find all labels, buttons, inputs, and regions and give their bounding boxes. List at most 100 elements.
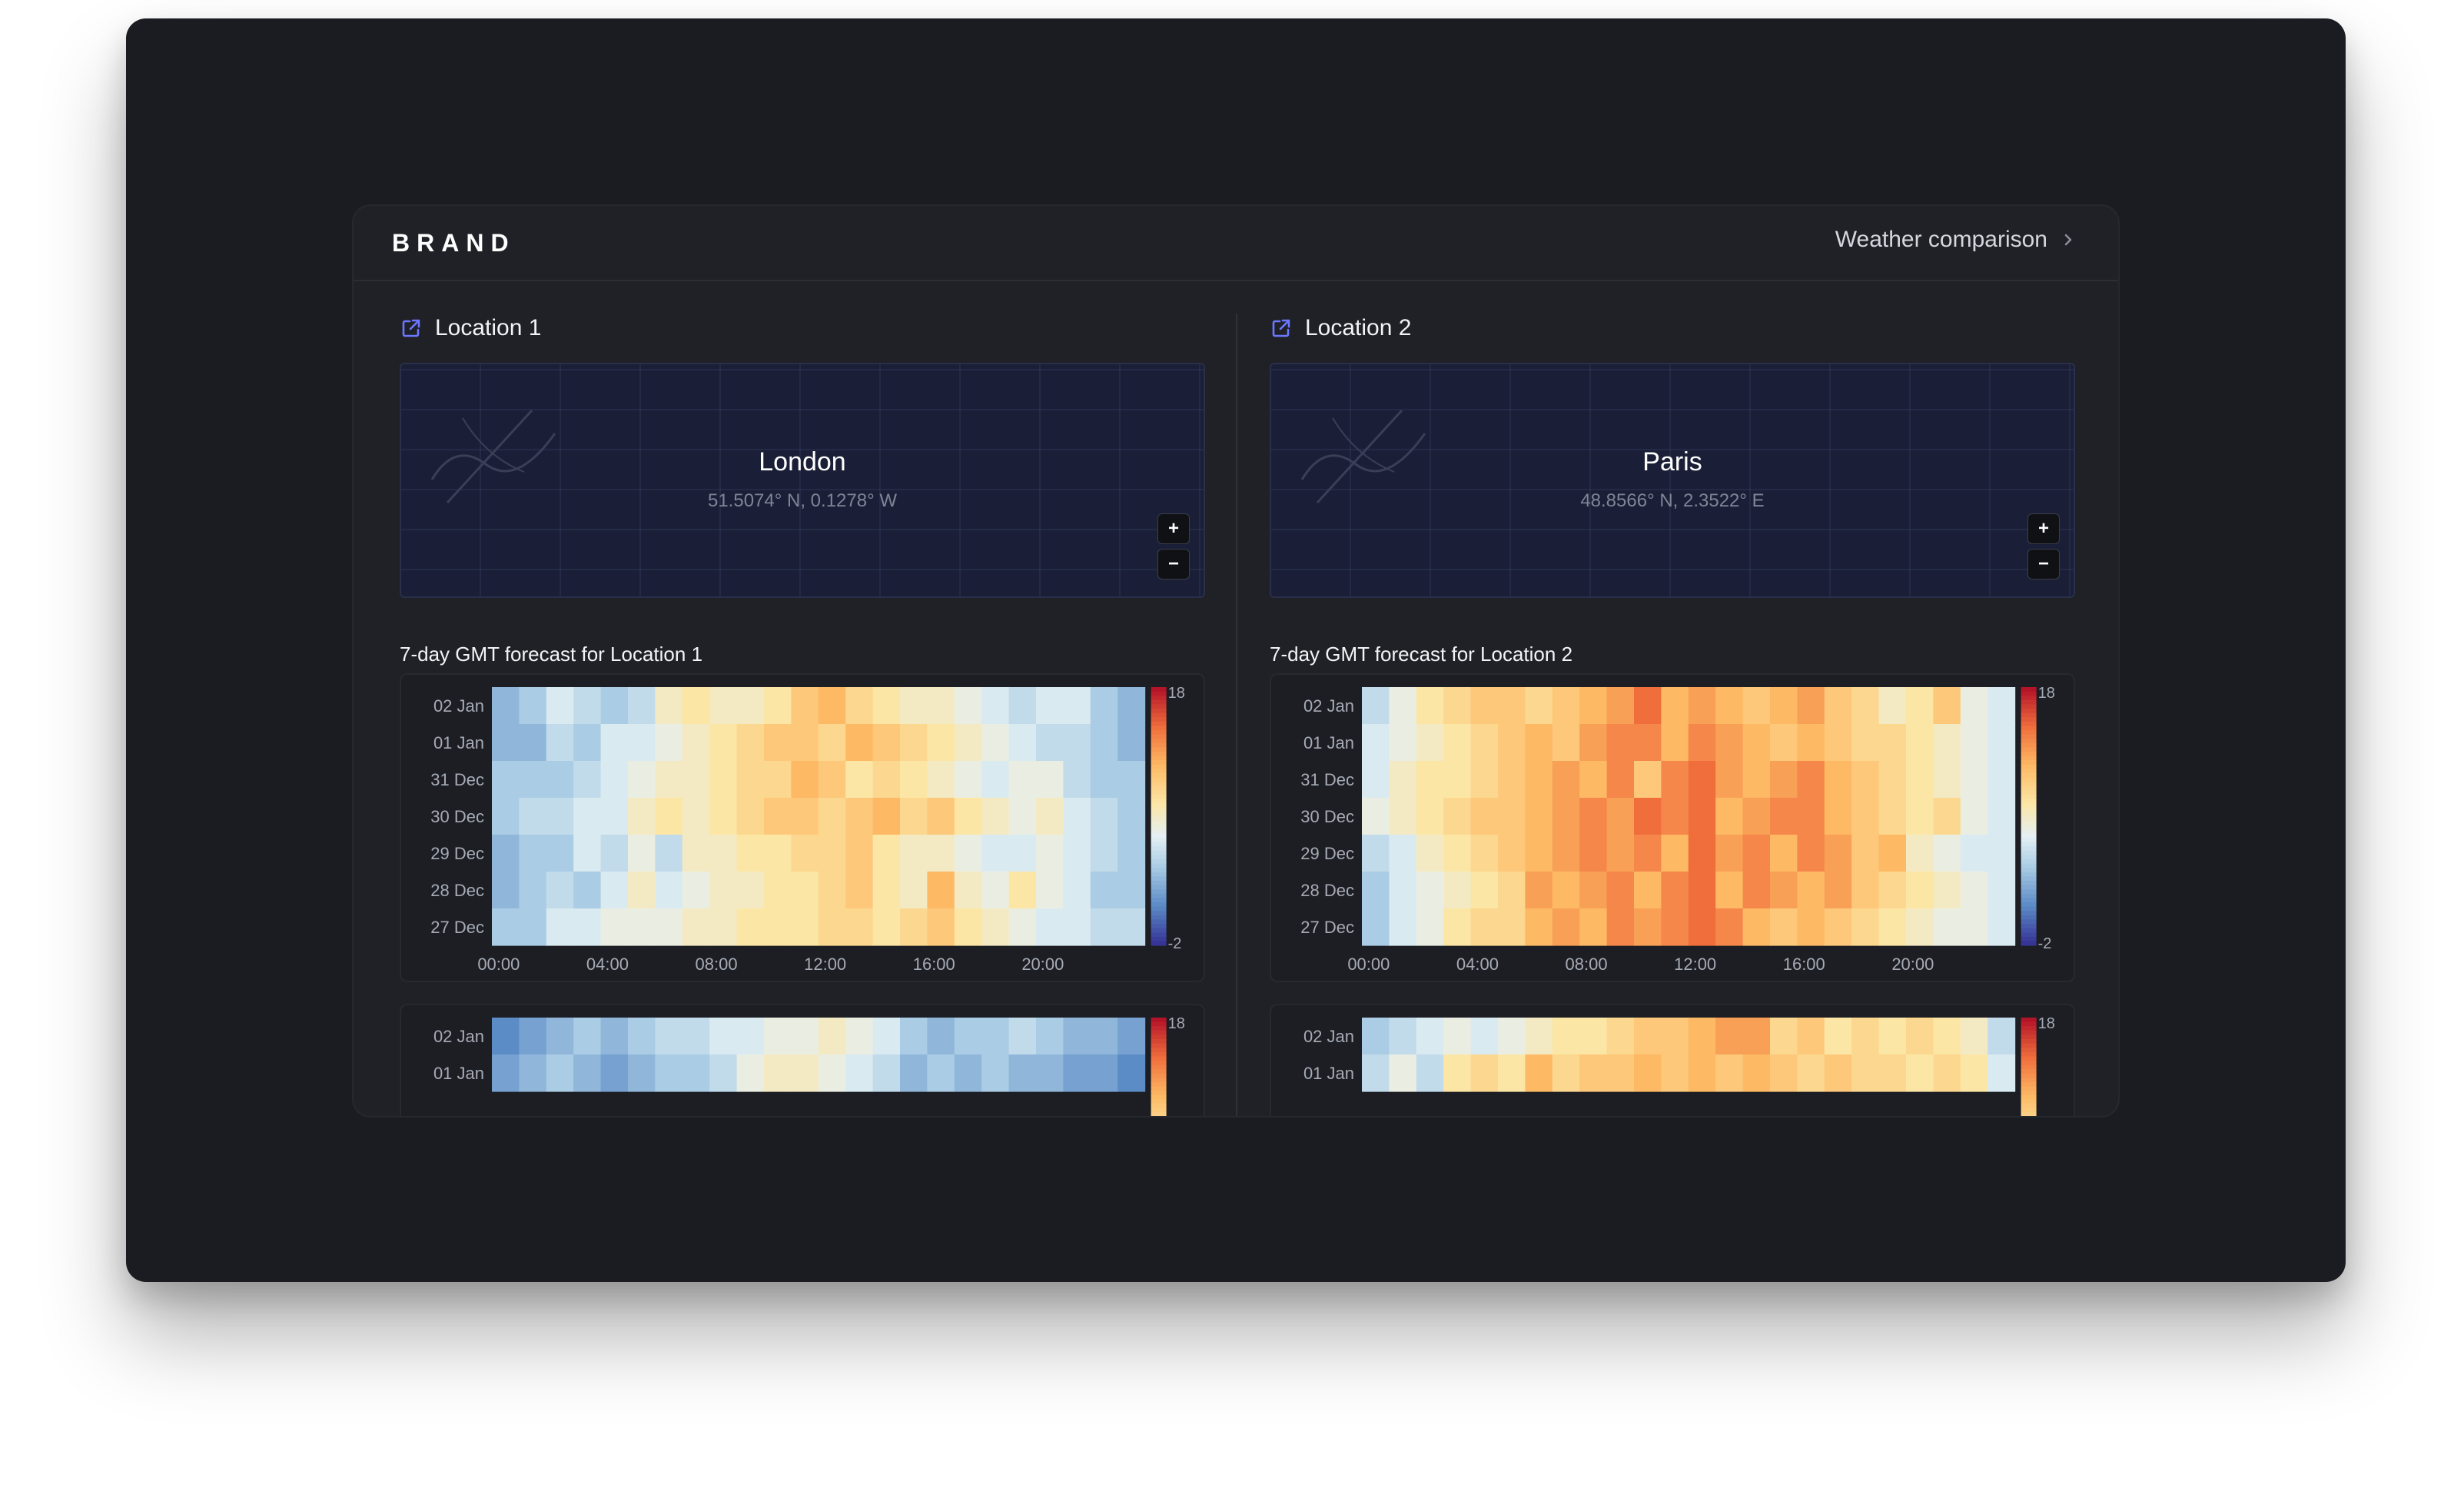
heatmap-cell (573, 908, 602, 946)
colorbar-segment (2021, 742, 2037, 748)
heatmap-cell (1824, 798, 1852, 835)
heatmap-cell (1416, 908, 1444, 946)
heatmap-cell (1742, 908, 1771, 946)
heatmap-cell (573, 724, 602, 762)
colorbar-segment (2021, 928, 2037, 933)
colorbar-segment (1151, 941, 1167, 946)
heatmap-cell (1715, 835, 1744, 872)
x-tick-label: 12:00 (1674, 955, 1716, 974)
heatmap-cell (1117, 687, 1146, 725)
colorbar-segment (2021, 773, 2037, 779)
heatmap-cell (1525, 908, 1553, 946)
colorbar-segment (1151, 1112, 1167, 1116)
heatmap-cell (1960, 1018, 1988, 1055)
heatmap-cell (682, 687, 710, 725)
heatmap-cell (1416, 687, 1444, 725)
heatmap-cell (1036, 835, 1064, 872)
colorbar-segment (2021, 730, 2037, 736)
colorbar-segment (1151, 1048, 1167, 1053)
location-2-map[interactable]: Paris 48.8566° N, 2.3522° E + − (1270, 363, 2075, 598)
colorbar-segment (1151, 859, 1167, 865)
heatmap-cell (1606, 1018, 1635, 1055)
heatmap-cell (1117, 1018, 1146, 1055)
colorbar-segment (2021, 734, 2037, 739)
colorbar-segment (1151, 764, 1167, 769)
colorbar-segment (1151, 739, 1167, 744)
colorbar-segment (2021, 1034, 2037, 1040)
colorbar-segment (2021, 1018, 2037, 1023)
heatmap-cell (1525, 872, 1553, 909)
heatmap-cell (573, 1018, 602, 1055)
heatmap-cell (682, 908, 710, 946)
heatmap-cell (1389, 1018, 1417, 1055)
heatmap-cell (1742, 1054, 1771, 1092)
x-tick-label: 16:00 (1783, 955, 1825, 974)
heatmap-cell (573, 687, 602, 725)
heatmap-cell (1987, 908, 2016, 946)
weather-comparison-link[interactable]: Weather comparison (1835, 227, 2077, 253)
x-tick-label: 08:00 (1566, 955, 1608, 974)
external-link-icon[interactable] (400, 317, 423, 340)
colorbar-segment (1151, 928, 1167, 933)
heatmap-cell (1634, 687, 1662, 725)
zoom-out-button[interactable]: − (2027, 549, 2060, 579)
heatmap-cell (818, 687, 846, 725)
colorbar-segment (1151, 1091, 1167, 1096)
heatmap-cell (682, 724, 710, 762)
colorbar-segment (1151, 773, 1167, 779)
heatmap-cell (764, 761, 792, 799)
heatmap-cell (546, 872, 574, 909)
colorbar-segment (1151, 1094, 1167, 1100)
x-tick-label: 12:00 (804, 955, 846, 974)
heatmap-cell (1525, 835, 1553, 872)
heatmap-cell (519, 872, 547, 909)
heatmap-cell (1443, 835, 1472, 872)
heatmap-cell (1063, 1054, 1091, 1092)
external-link-icon[interactable] (1270, 317, 1293, 340)
zoom-out-button[interactable]: − (1157, 549, 1190, 579)
heatmap-cell (1579, 687, 1608, 725)
heatmap-cell (1742, 835, 1771, 872)
heatmap-cell (1443, 687, 1472, 725)
heatmap-cell (1933, 687, 1961, 725)
location-1-map[interactable]: London 51.5074° N, 0.1278° W + − (400, 363, 1205, 598)
heatmap-cell (519, 724, 547, 762)
colorbar-segment (1151, 898, 1167, 903)
heatmap-cell (1416, 724, 1444, 762)
heatmap-cell (1770, 761, 1798, 799)
colorbar-segment (2021, 876, 2037, 882)
colorbar-segment (2021, 1086, 2037, 1091)
heatmap-cell (1987, 872, 2016, 909)
colorbar-segment (2021, 795, 2037, 800)
y-tick-label: 02 Jan (433, 1027, 484, 1046)
forecast-title: 7-day GMT forecast for Location 2 (1270, 643, 1573, 666)
heatmap-cell (1987, 1018, 2016, 1055)
colorbar-segment (2021, 790, 2037, 795)
heatmap-cell (1933, 908, 1961, 946)
colorbar-segment (2021, 932, 2037, 938)
heatmap-cell (519, 835, 547, 872)
colorbar-segment (1151, 709, 1167, 714)
colorbar-segment (1151, 696, 1167, 701)
heatmap-cell (628, 1054, 656, 1092)
forecast-title: 7-day GMT forecast for Location 1 (400, 643, 703, 666)
zoom-in-button[interactable]: + (2027, 513, 2060, 544)
heatmap-cell (573, 761, 602, 799)
heatmap-cell (1987, 687, 2016, 725)
heatmap-cell (981, 872, 1010, 909)
heatmap-cell (519, 1054, 547, 1092)
heatmap-cell (1878, 1054, 1907, 1092)
colorbar-segment (1151, 1018, 1167, 1023)
colorbar-segment (1151, 760, 1167, 765)
heatmap-cell (1906, 687, 1934, 725)
colorbar-segment (2021, 777, 2037, 782)
heatmap-cell (1824, 908, 1852, 946)
colorbar-segment (2021, 1048, 2037, 1053)
heatmap-cell (736, 1018, 765, 1055)
heatmap-cell (546, 908, 574, 946)
zoom-in-button[interactable]: + (1157, 513, 1190, 544)
location-2-column: Location 2 Paris 48.8566° N, 2.3522° E +… (1270, 281, 2075, 1116)
colorbar-segment (1151, 1069, 1167, 1074)
heatmap-cell (845, 835, 874, 872)
heatmap-cell (981, 1054, 1010, 1092)
